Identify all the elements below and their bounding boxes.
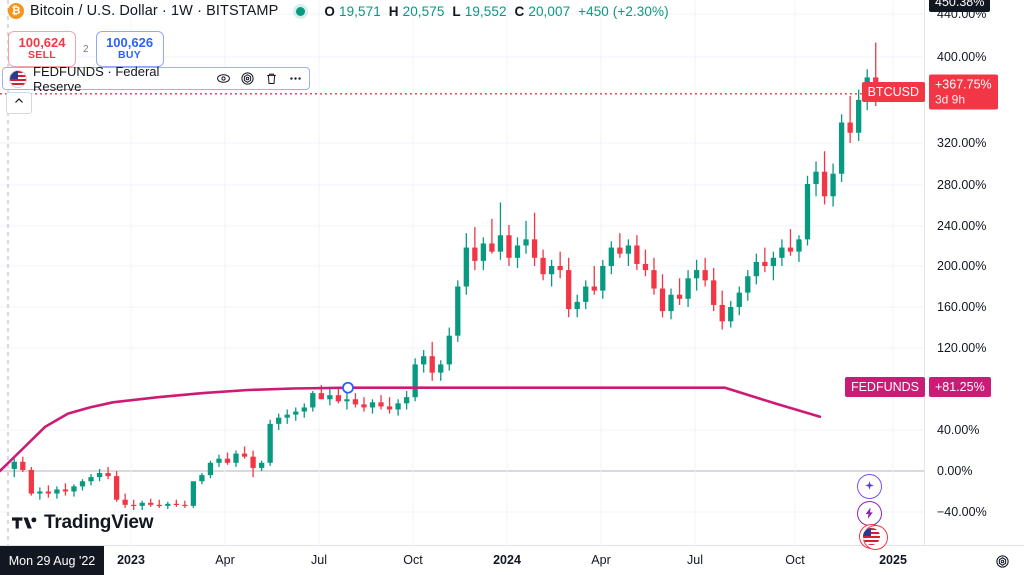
btcusd-badge-value: +367.75% [935,77,992,92]
buy-price: 100,626 [106,35,154,51]
chart-legend: ₿ Bitcoin / U.S. Dollar · 1W · BITSTAMP … [8,3,669,19]
fedfunds-series-tag[interactable]: FEDFUNDS [844,377,925,397]
time-scale-label: Jul [311,553,327,567]
order-widget: 100,624 SELL 2 100,626 BUY [8,31,164,67]
open-label: O [324,3,335,19]
settings-icon[interactable] [240,71,255,86]
ai-sparkle-badge[interactable] [857,474,882,499]
time-scale[interactable]: 2023 Apr Jul Oct 2024 Apr Jul Oct 2025 Mon 29 Au… [0,545,1024,575]
price-chart-canvas[interactable] [0,0,925,545]
close-label: C [514,3,525,19]
btcusd-badge-countdown: 3d 9h [935,92,966,107]
chevron-up-icon [13,94,25,112]
bitcoin-icon: ₿ [8,3,24,19]
btcusd-price-badge[interactable]: +367.75% 3d 9h [929,74,998,110]
open-value: 19,571 [338,3,381,19]
change-value: +450 (+2.30%) [578,3,669,19]
trash-icon[interactable] [264,71,279,86]
lightning-badge[interactable] [857,501,882,526]
price-scale-label: 120.00% [937,341,987,355]
high-value: 20,575 [402,3,445,19]
eye-icon[interactable] [216,71,231,86]
study-legend-fedfunds[interactable]: FEDFUNDS · Federal Reserve [2,64,310,94]
price-scale-label: −40.00% [937,505,987,519]
price-scale-label: 320.00% [937,136,987,150]
low-value: 19,552 [464,3,507,19]
chart-plot-area[interactable] [0,0,925,545]
time-scale-label: Oct [403,553,423,567]
spread-value: 2 [83,43,89,55]
buy-button[interactable]: 100,626 BUY [95,31,164,67]
sell-price: 100,624 [18,35,66,51]
price-scale[interactable]: 440.00% 400.00% 320.00% 280.00% 240.00% 200.0… [924,0,1024,545]
time-scale-label: 2025 [879,553,907,567]
time-scale-label: 2023 [117,553,145,567]
us-flag-icon [9,69,27,88]
price-scale-label: 280.00% [937,178,987,192]
time-scale-label: Apr [591,553,611,567]
ohlc-values: O 19,571 H 20,575 L 19,552 C 20,007 +450 (+2… [324,4,668,19]
buy-label: BUY [118,49,142,62]
price-scale-label: 200.00% [937,259,987,273]
fedfunds-price-badge[interactable]: +81.25% [929,377,991,397]
close-value: 20,007 [528,3,571,19]
tradingview-watermark: TradingView [12,512,154,534]
symbol-title[interactable]: Bitcoin / U.S. Dollar · 1W · BITSTAMP [30,3,279,19]
price-scale-label: 400.00% [937,50,987,64]
time-scale-label: Oct [785,553,805,567]
tradingview-watermark-text: TradingView [44,512,154,533]
price-scale-label: 240.00% [937,219,987,233]
crosshair-date-badge: Mon 29 Aug '22 [0,546,104,575]
study-legend-label: FEDFUNDS · Federal Reserve [33,63,160,94]
time-scale-label: Apr [215,553,235,567]
btcusd-series-tag[interactable]: BTCUSD [861,82,925,102]
price-scale-label: 160.00% [937,300,987,314]
sparkle-icon [865,481,874,490]
price-scale-top-badge: 450.38% [929,0,991,12]
collapse-legend-button[interactable] [6,92,32,114]
time-scale-label: Jul [687,553,703,567]
price-scale-label: 40.00% [937,423,980,437]
tradingview-logo-icon [12,517,37,529]
us-flag-icon [863,528,880,545]
low-label: L [452,3,461,19]
time-scale-label: 2024 [493,553,521,567]
sell-button[interactable]: 100,624 SELL [8,31,76,67]
sell-label: SELL [27,49,57,62]
lightning-icon [865,508,873,519]
more-options-icon[interactable] [288,71,303,86]
high-label: H [388,3,399,19]
price-scale-label: 0.00% [937,464,973,478]
series-status-dot [296,6,306,16]
chart-settings-icon[interactable] [995,554,1010,569]
us-flag-badge[interactable] [859,524,888,550]
